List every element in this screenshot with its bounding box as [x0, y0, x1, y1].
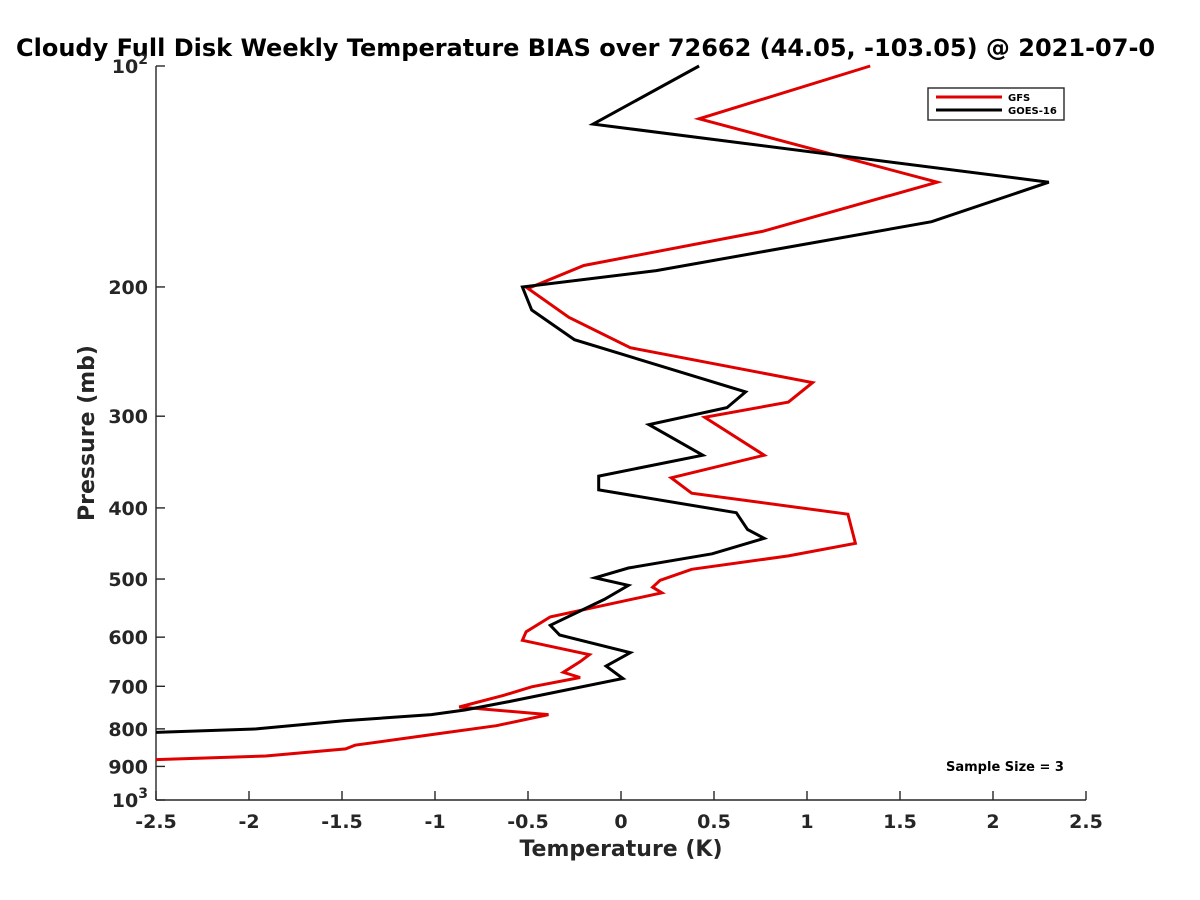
x-tick-label: 2: [986, 811, 999, 833]
y-tick-exponent: 3: [138, 786, 148, 802]
y-tick-label: 700: [108, 676, 148, 698]
series-gfs: [155, 64, 943, 762]
x-tick-label: -2: [238, 811, 259, 833]
x-tick-label: 0.5: [697, 811, 731, 833]
y-tick-label: 102: [112, 52, 148, 78]
x-tick-label: -2.5: [135, 811, 177, 833]
y-tick-label: 800: [108, 719, 148, 741]
x-axis-ticks: -2.5 -2 -1.5 -1 -0.5 0 0.5 1 1.5 2 2.5: [135, 791, 1103, 833]
x-tick-label: -0.5: [507, 811, 549, 833]
y-tick-label: 103: [112, 786, 148, 812]
y-tick-base: 10: [112, 790, 138, 812]
series-line: [155, 64, 943, 762]
x-tick-label: 1.5: [883, 811, 917, 833]
legend-item: GOES-16: [936, 106, 1057, 117]
y-tick-label: 300: [108, 406, 148, 428]
series-line: [155, 64, 1050, 734]
y-tick-label: 900: [108, 756, 148, 778]
legend-label: GOES-16: [1008, 106, 1057, 117]
series-layer: [155, 64, 1050, 762]
chart-title: Cloudy Full Disk Weekly Temperature BIAS…: [16, 34, 1155, 62]
legend-box: [927, 87, 1065, 121]
legend: GFS GOES-16: [927, 87, 1065, 121]
y-tick-label: 200: [108, 277, 148, 299]
y-tick-exponent: 2: [138, 52, 148, 68]
x-axis-label: Temperature (K): [519, 837, 722, 862]
x-tick-label: 0: [614, 811, 627, 833]
x-tick-label: -1: [424, 811, 445, 833]
legend-label: GFS: [1008, 93, 1030, 104]
legend-item: GFS: [936, 93, 1030, 104]
x-tick-label: -1.5: [321, 811, 363, 833]
y-axis-label: Pressure (mb): [75, 345, 100, 521]
y-tick-base: 10: [112, 56, 138, 78]
y-tick-label: 600: [108, 627, 148, 649]
sample-size-annotation: Sample Size = 3: [946, 760, 1064, 775]
y-tick-label: 400: [108, 498, 148, 520]
y-tick-label: 500: [108, 569, 148, 591]
x-tick-label: 1: [800, 811, 813, 833]
x-tick-label: 2.5: [1069, 811, 1103, 833]
series-goes-16: [155, 64, 1050, 734]
